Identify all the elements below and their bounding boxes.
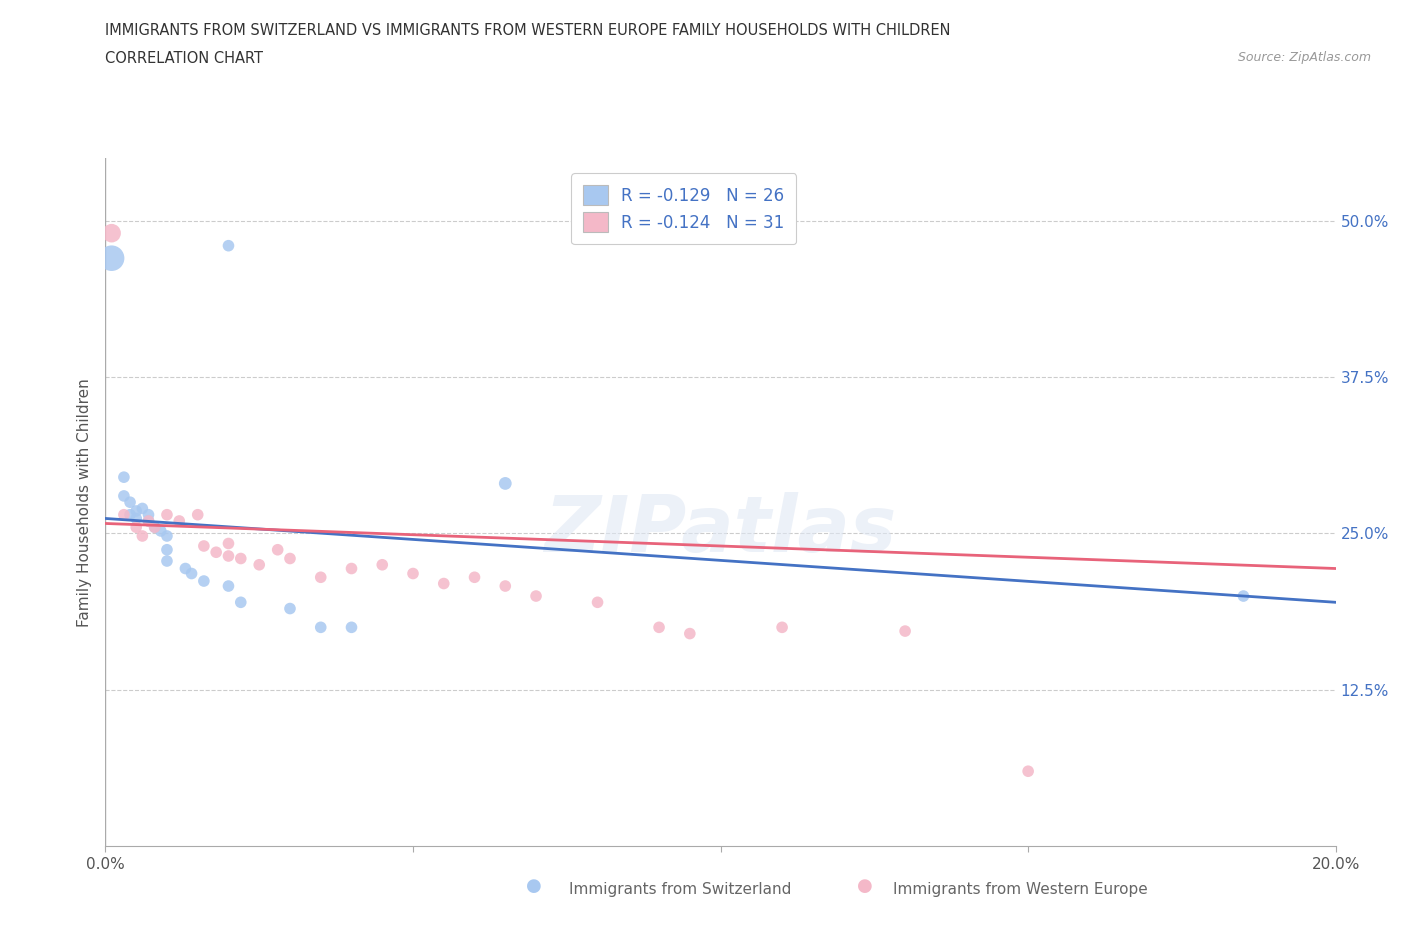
Point: [218, 578, 240, 593]
Text: CORRELATION CHART: CORRELATION CHART: [105, 51, 263, 66]
Point: [218, 536, 240, 551]
Text: ZIPatlas: ZIPatlas: [544, 492, 897, 567]
Point: [278, 551, 301, 566]
Point: [193, 574, 215, 589]
Point: [229, 551, 252, 566]
Point: [1017, 764, 1039, 778]
Point: [193, 538, 215, 553]
Point: [894, 624, 917, 639]
Point: [524, 589, 547, 604]
Point: [138, 513, 160, 528]
Point: [433, 576, 456, 591]
Point: [340, 561, 363, 576]
Point: [309, 620, 332, 635]
Point: [120, 495, 141, 510]
Point: [180, 566, 202, 581]
Point: [267, 542, 290, 557]
Point: [156, 553, 179, 568]
Text: Source: ZipAtlas.com: Source: ZipAtlas.com: [1237, 51, 1371, 64]
Point: [402, 566, 425, 581]
Y-axis label: Family Households with Children: Family Households with Children: [77, 378, 93, 627]
Point: [156, 507, 179, 522]
Point: [149, 524, 172, 538]
Point: [464, 570, 486, 585]
Legend: R = -0.129   N = 26, R = -0.124   N = 31: R = -0.129 N = 26, R = -0.124 N = 31: [571, 173, 796, 244]
Point: [371, 557, 394, 572]
Point: [131, 528, 153, 543]
Text: IMMIGRANTS FROM SWITZERLAND VS IMMIGRANTS FROM WESTERN EUROPE FAMILY HOUSEHOLDS : IMMIGRANTS FROM SWITZERLAND VS IMMIGRANT…: [105, 23, 950, 38]
Point: [278, 601, 301, 616]
Point: [100, 251, 122, 266]
Point: [205, 545, 228, 560]
Point: [1232, 589, 1254, 604]
Point: [169, 513, 191, 528]
Point: [125, 511, 148, 525]
Point: [309, 570, 332, 585]
Text: Immigrants from Western Europe: Immigrants from Western Europe: [893, 882, 1147, 897]
Point: [187, 507, 209, 522]
Point: [494, 578, 516, 593]
Point: [100, 226, 122, 241]
Point: [120, 507, 141, 522]
Point: [218, 238, 240, 253]
Point: [138, 513, 160, 528]
Point: [174, 561, 197, 576]
Point: [131, 501, 153, 516]
Point: [112, 488, 135, 503]
Point: [112, 507, 135, 522]
Point: [112, 470, 135, 485]
Text: ●: ●: [856, 877, 873, 895]
Point: [340, 620, 363, 635]
Point: [156, 528, 179, 543]
Point: [125, 503, 148, 518]
Point: [679, 626, 702, 641]
Point: [125, 520, 148, 535]
Point: [494, 476, 516, 491]
Point: [247, 557, 270, 572]
Point: [586, 595, 609, 610]
Point: [770, 620, 793, 635]
Point: [143, 520, 166, 535]
Point: [229, 595, 252, 610]
Point: [156, 542, 179, 557]
Text: ●: ●: [526, 877, 543, 895]
Text: Immigrants from Switzerland: Immigrants from Switzerland: [569, 882, 792, 897]
Point: [218, 549, 240, 564]
Point: [648, 620, 671, 635]
Point: [138, 507, 160, 522]
Point: [143, 520, 166, 535]
